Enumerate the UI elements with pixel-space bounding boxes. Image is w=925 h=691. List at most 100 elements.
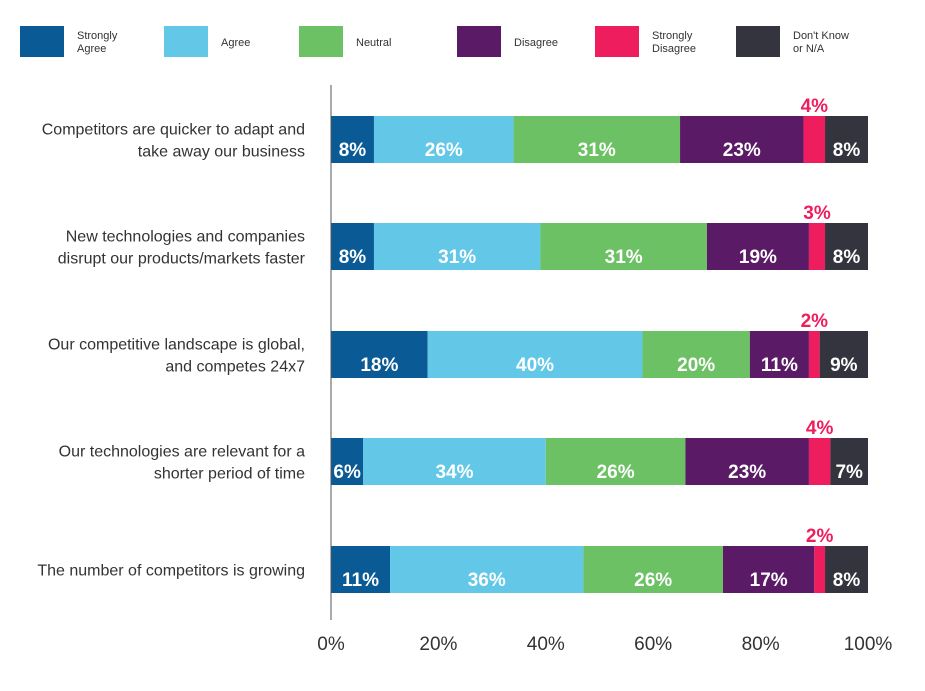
bar-segment xyxy=(808,331,820,378)
data-label: 6% xyxy=(333,462,361,483)
text-line: disrupt our products/markets faster xyxy=(58,251,306,268)
text-line: Agree xyxy=(77,43,106,55)
text-line: or N/A xyxy=(793,43,825,55)
bar-segment xyxy=(331,438,364,485)
bar-segment xyxy=(685,438,809,485)
legend-swatch xyxy=(457,26,501,57)
legend-swatch xyxy=(299,26,343,57)
data-label: 2% xyxy=(806,526,834,547)
data-label: 11% xyxy=(342,570,379,591)
text-line: New technologies and companies xyxy=(66,229,305,246)
text-line: take away our business xyxy=(138,144,305,161)
legend-swatch xyxy=(164,26,208,57)
bar-segment xyxy=(825,546,868,593)
legend-label: Strongly Disagree xyxy=(652,30,696,55)
text-line: Strongly xyxy=(77,30,118,42)
x-tick-label: 20% xyxy=(419,634,457,655)
text-line: Our competitive landscape is global, xyxy=(48,337,305,354)
data-label: 34% xyxy=(435,462,473,483)
category-label: Our competitive landscape is global, and … xyxy=(48,337,305,376)
bar-segment xyxy=(819,331,868,378)
bar-segment xyxy=(808,438,831,485)
data-label: 31% xyxy=(438,247,476,268)
bar-segment xyxy=(331,546,391,593)
data-label: 2% xyxy=(801,311,829,332)
text-line: and competes 24x7 xyxy=(165,359,305,376)
data-label: 3% xyxy=(803,203,831,224)
bar-segment xyxy=(749,331,809,378)
text-line: Disagree xyxy=(652,43,696,55)
category-label: Our technologies are relevant for a short… xyxy=(59,444,305,483)
text-line: Agree xyxy=(221,37,250,49)
data-label: 8% xyxy=(339,140,367,161)
bar-segment xyxy=(803,116,826,163)
data-label: 40% xyxy=(516,355,554,376)
data-label: 23% xyxy=(723,140,761,161)
data-label: 17% xyxy=(750,570,788,591)
x-tick-label: 80% xyxy=(742,634,780,655)
legend-label: Strongly Agree xyxy=(77,30,118,55)
bar-segment xyxy=(331,116,374,163)
text-line: shorter period of time xyxy=(154,466,305,483)
bar-segment xyxy=(825,116,868,163)
data-label: 8% xyxy=(339,247,367,268)
legend-swatch xyxy=(20,26,64,57)
plot-area: 8% 26% 31% 23% 4% 8% 8% 31% 31% 19% 3% 8% 18% 40% 20% 1… xyxy=(331,96,868,593)
legend-swatch xyxy=(595,26,639,57)
x-tick-label: 60% xyxy=(634,634,672,655)
data-label: 20% xyxy=(677,355,715,376)
data-label: 4% xyxy=(806,418,834,439)
legend-label: Agree xyxy=(221,37,250,49)
data-label: 8% xyxy=(833,140,861,161)
x-axis: 0% 20% 40% 60% 80% 100% xyxy=(317,85,892,655)
bar-segment xyxy=(427,331,643,378)
text-line: Our technologies are relevant for a xyxy=(59,444,305,461)
data-label: 23% xyxy=(728,462,766,483)
data-label: 19% xyxy=(739,247,777,268)
category-label: The number of competitors is growing xyxy=(37,563,305,580)
x-tick-label: 40% xyxy=(527,634,565,655)
category-label: New technologies and companies disrupt ou… xyxy=(58,229,306,268)
bar-segment xyxy=(373,223,541,270)
bar-segment xyxy=(723,546,815,593)
legend-label: Neutral xyxy=(356,37,391,49)
bar-segment xyxy=(363,438,546,485)
text-line: The number of competitors is growing xyxy=(37,563,305,580)
data-label: 36% xyxy=(468,570,506,591)
legend-label: Disagree xyxy=(514,37,558,49)
data-label: 26% xyxy=(425,140,463,161)
category-labels: Competitors are quicker to adapt and take… xyxy=(37,122,305,580)
data-label: 26% xyxy=(597,462,635,483)
bar-segment xyxy=(373,116,514,163)
category-label: Competitors are quicker to adapt and take… xyxy=(42,122,305,161)
text-line: Competitors are quicker to adapt and xyxy=(42,122,305,139)
bar-segment xyxy=(642,331,750,378)
legend-swatch xyxy=(736,26,780,57)
data-label: 4% xyxy=(801,96,829,117)
bar-segment xyxy=(808,223,826,270)
legend: Strongly Agree Agree Neutral DisagreeStrongl… xyxy=(20,26,849,57)
bar-segment xyxy=(540,223,707,270)
data-label: 26% xyxy=(634,570,672,591)
bar-segment xyxy=(830,438,868,485)
text-line: Neutral xyxy=(356,37,391,49)
data-label: 7% xyxy=(835,462,863,483)
data-label: 11% xyxy=(761,355,798,376)
bar-segment xyxy=(545,438,686,485)
data-label: 8% xyxy=(833,247,861,268)
data-label: 9% xyxy=(830,355,858,376)
bar-segment xyxy=(583,546,724,593)
data-label: 18% xyxy=(360,355,398,376)
x-tick-label: 100% xyxy=(844,634,893,655)
bar-segment xyxy=(513,116,681,163)
bar-segment xyxy=(814,546,826,593)
bar-segment xyxy=(390,546,584,593)
bar-segment xyxy=(706,223,809,270)
text-line: Don't Know xyxy=(793,30,849,42)
bar-segment xyxy=(825,223,868,270)
bar-segment xyxy=(331,223,374,270)
bar-segment xyxy=(331,331,428,378)
data-label: 31% xyxy=(578,140,616,161)
data-label: 8% xyxy=(833,570,861,591)
